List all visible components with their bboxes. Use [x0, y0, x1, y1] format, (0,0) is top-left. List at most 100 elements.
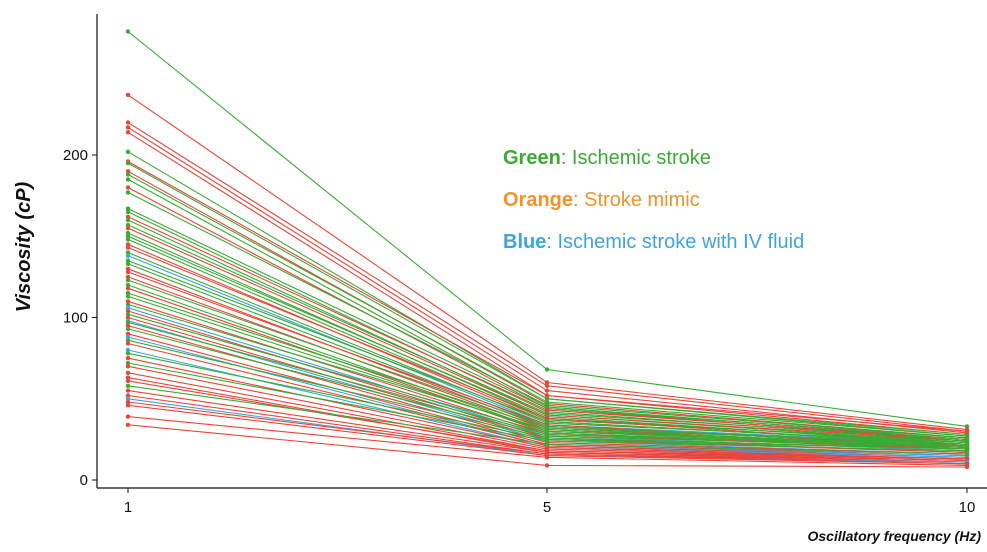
legend-key: Orange: [503, 189, 573, 211]
x-axis-ticks: 1 5 10: [124, 488, 976, 516]
data-point: [125, 399, 131, 405]
data-point: [125, 261, 131, 267]
legend-entry-green: Green: Ischemic stroke: [503, 147, 711, 169]
data-point: [964, 464, 970, 470]
data-point: [125, 209, 131, 215]
data-point: [125, 290, 131, 296]
data-point: [125, 364, 131, 369]
data-point: [125, 92, 131, 98]
legend-entry-blue: Blue: Ischemic stroke with IV fluid: [503, 231, 804, 253]
y-axis-ticks: 0 100 200: [63, 147, 97, 489]
data-point: [964, 424, 970, 429]
data-point: [544, 403, 550, 408]
data-point: [125, 323, 131, 328]
x-tick-label: 5: [543, 499, 551, 516]
data-point: [125, 277, 131, 283]
data-point: [125, 351, 131, 356]
data-point: [544, 383, 550, 388]
y-axis-title: Viscosity (cP): [13, 181, 35, 312]
data-point: [125, 388, 131, 393]
data-point: [125, 286, 131, 291]
legend-label: : Stroke mimic: [573, 189, 700, 211]
data-point: [125, 269, 131, 275]
data-point: [544, 407, 550, 413]
data-point: [125, 253, 131, 258]
data-point: [964, 429, 970, 434]
y-tick-label: 0: [80, 472, 88, 489]
data-point: [125, 149, 131, 154]
data-point: [125, 130, 131, 135]
data-point: [125, 234, 131, 239]
data-point: [125, 403, 131, 408]
data-point: [125, 242, 131, 247]
series-points: [125, 29, 970, 470]
data-point: [544, 442, 550, 447]
data-point: [964, 448, 970, 453]
data-point: [125, 282, 131, 288]
x-tick-label: 10: [959, 499, 976, 516]
data-point: [544, 463, 550, 468]
data-point: [125, 393, 131, 398]
data-point: [125, 326, 131, 332]
legend-label: : Ischemic stroke: [561, 147, 711, 169]
data-point: [125, 160, 131, 166]
data-point: [125, 341, 131, 346]
data-point: [544, 380, 550, 385]
data-point: [125, 396, 131, 401]
data-point: [125, 355, 131, 361]
data-point: [544, 419, 550, 424]
data-point: [125, 294, 131, 299]
data-point: [125, 305, 131, 310]
data-point: [544, 367, 550, 372]
data-point: [544, 396, 550, 401]
data-point: [125, 414, 131, 419]
legend: Green: Ischemic stroke Orange: Stroke mim…: [503, 147, 804, 253]
data-point: [544, 393, 550, 398]
data-point: [125, 237, 131, 242]
data-point: [125, 169, 131, 174]
data-point: [125, 177, 131, 182]
data-point: [125, 258, 131, 263]
data-point: [125, 338, 131, 343]
data-point: [964, 451, 970, 457]
data-point: [125, 370, 131, 375]
data-point: [125, 312, 131, 317]
data-point: [544, 438, 550, 444]
data-point: [125, 347, 131, 353]
data-point: [964, 456, 970, 462]
x-tick-label: 1: [124, 499, 132, 516]
legend-entry-orange: Orange: Stroke mimic: [503, 189, 700, 211]
data-point: [125, 378, 131, 384]
data-point: [125, 299, 131, 304]
data-point: [125, 217, 131, 223]
data-point: [544, 388, 550, 393]
data-point: [125, 250, 131, 255]
legend-label: : Ischemic stroke with IV fluid: [546, 231, 804, 253]
data-point: [125, 225, 131, 231]
legend-key: Green: [503, 147, 561, 169]
data-point: [544, 416, 550, 421]
data-point: [125, 334, 131, 340]
x-axis-title: Oscillatory frequency (Hz): [808, 528, 982, 544]
legend-key: Blue: [503, 231, 546, 253]
y-tick-label: 200: [63, 147, 88, 164]
data-point: [125, 315, 131, 320]
data-point: [125, 172, 131, 177]
data-point: [125, 230, 131, 236]
data-point: [125, 222, 131, 228]
data-point: [125, 245, 131, 250]
data-point: [544, 399, 550, 405]
data-point: [125, 29, 131, 34]
data-point: [125, 422, 131, 427]
y-tick-label: 100: [63, 310, 88, 327]
data-point: [125, 125, 131, 130]
data-point: [125, 120, 131, 125]
data-point: [125, 274, 131, 280]
data-point: [125, 190, 131, 195]
data-point: [125, 383, 131, 388]
data-point: [125, 185, 131, 190]
data-point: [544, 455, 550, 460]
data-point: [125, 206, 131, 211]
data-point: [125, 308, 131, 314]
